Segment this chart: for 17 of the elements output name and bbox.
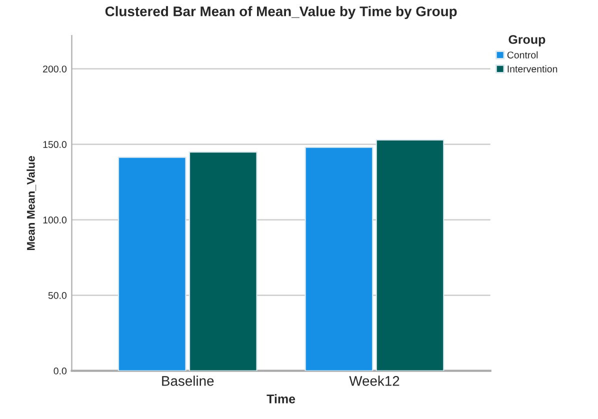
legend-label: Intervention [508,65,558,72]
y-tick-label: 150.0 [43,141,67,148]
chart-title: Clustered Bar Mean of Mean_Value by Time by Group [105,6,457,20]
x-tick-label: Baseline [162,376,214,386]
x-tick-label: Week12 [349,376,400,386]
y-tick-label: 0.0 [54,368,67,374]
y-axis-title: Mean Mean_Value [26,156,36,250]
legend-label: Control [507,51,538,58]
y-tick-label: 200.0 [43,66,67,72]
bar [304,146,374,371]
x-axis-title: Time [266,394,296,404]
y-tick-label: 100.0 [43,216,67,224]
bar [376,139,444,371]
legend-title: Group [508,35,546,46]
bar [118,156,186,371]
y-tick-label: 50.0 [48,292,67,299]
bar [188,151,258,371]
